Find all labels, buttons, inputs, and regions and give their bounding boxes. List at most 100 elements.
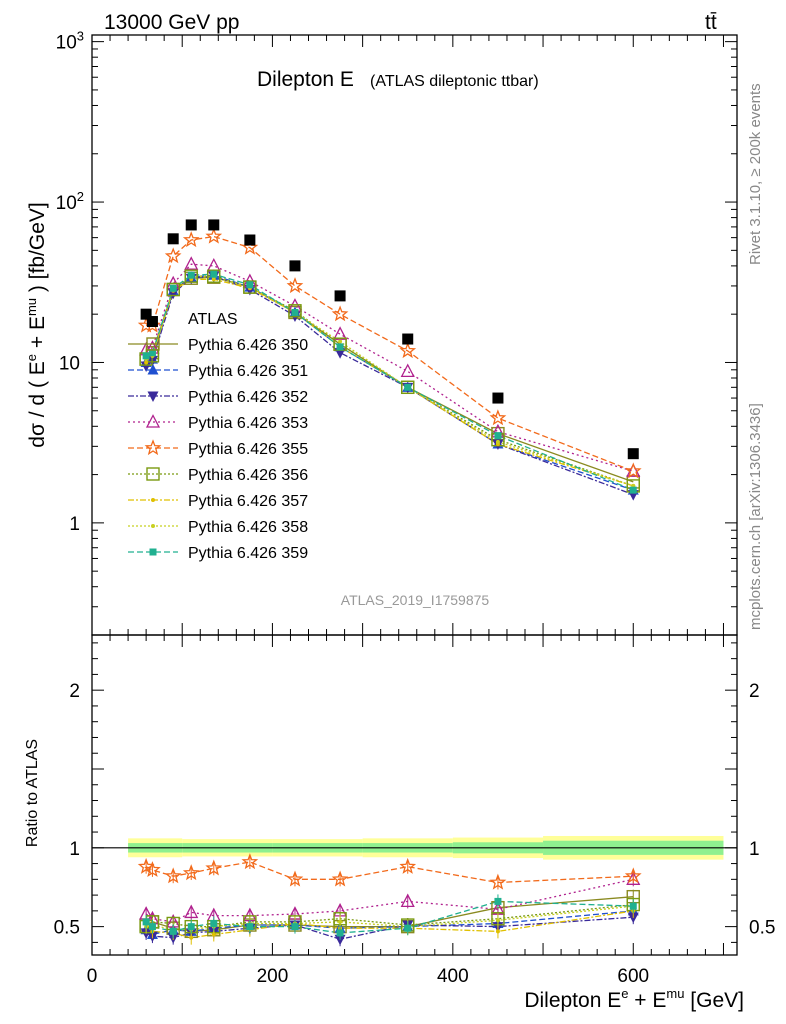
- ratio-point-p358: [495, 918, 500, 923]
- legend-label-p350: Pythia 6.426 350: [188, 337, 308, 354]
- ratio-point-p355: [144, 861, 161, 877]
- series-line-p353: [145, 263, 634, 472]
- point-p355: [624, 462, 642, 479]
- ratio-point-p359: [246, 923, 254, 931]
- legend-label-p358: Pythia 6.426 358: [188, 519, 308, 536]
- ratio-point-p355: [182, 864, 200, 881]
- y-axis-label-part: ) [fb/GeV]: [26, 202, 49, 298]
- x-axis-label-part: Dilepton E: [524, 989, 621, 1012]
- legend-label-p359: Pythia 6.426 359: [188, 545, 308, 562]
- data-point: [185, 219, 197, 231]
- x-axis-label-part: + E: [628, 989, 666, 1012]
- ratio-y-axis-label: Ratio to ATLAS: [24, 739, 41, 847]
- ratio-point-p359: [210, 919, 218, 927]
- y-axis-label-sup: mu: [24, 298, 39, 316]
- ratio-point-p353: [400, 893, 415, 908]
- ratio-y-tick-label-right: 2: [749, 681, 760, 702]
- point-p356: [288, 304, 302, 318]
- ratio-point-p352: [334, 934, 346, 946]
- ratio-point-p357: [495, 929, 500, 934]
- ratio-y-tick-label: 2: [69, 681, 80, 702]
- point-p359: [187, 271, 195, 279]
- ratio-line-p351: [145, 910, 634, 936]
- ratio-point-p359: [291, 923, 299, 931]
- point-p356: [207, 269, 221, 283]
- data-point: [492, 392, 504, 404]
- point-p356: [184, 269, 198, 283]
- point-p355: [399, 342, 417, 359]
- legend-marker-p355: [144, 439, 162, 456]
- energy-label: 13000 GeV pp: [104, 11, 239, 34]
- ratio-line-p355: [145, 861, 634, 884]
- legend-data-label: ATLAS: [188, 311, 238, 328]
- legend-label-p352: Pythia 6.426 352: [188, 389, 308, 406]
- point-p359: [291, 308, 299, 316]
- x-tick-label: 600: [617, 966, 649, 987]
- ratio-point-p355: [164, 867, 182, 884]
- ratio-point-p357: [189, 935, 194, 940]
- y-tick-base: 10: [56, 33, 77, 54]
- data-point: [402, 333, 414, 345]
- y-axis-label-sup: e: [24, 354, 39, 361]
- point-p359: [148, 349, 156, 357]
- ratio-y-tick-label: 1: [69, 839, 80, 860]
- ratio-point-p352: [627, 912, 639, 924]
- ratio-point-p355: [286, 870, 304, 887]
- ratio-point-p358: [338, 919, 343, 924]
- legend-marker-p352: [147, 391, 159, 402]
- point-p356: [243, 280, 257, 294]
- point-p355: [164, 247, 182, 264]
- point-p358: [338, 339, 343, 344]
- point-p359: [404, 383, 412, 391]
- ratio-point-p359: [187, 923, 195, 931]
- ratio-point-p355: [205, 859, 223, 876]
- legend-label-p357: Pythia 6.426 357: [188, 493, 308, 510]
- legend-marker-p358: [151, 524, 155, 528]
- point-p359: [169, 284, 177, 292]
- markers: [137, 219, 642, 947]
- data-point: [146, 316, 158, 328]
- y-tick-base: 1: [69, 514, 80, 535]
- point-p356: [166, 282, 180, 297]
- ratio-y-tick-label-right: 1: [749, 839, 760, 860]
- point-p359: [246, 281, 254, 289]
- x-axis-label: Dilepton Ee + Emu [GeV]: [524, 986, 744, 1012]
- x-tick-label: 400: [437, 966, 469, 987]
- ratio-point-p355: [241, 853, 259, 870]
- point-p355: [331, 305, 349, 322]
- legend-label-p356: Pythia 6.426 356: [188, 467, 308, 484]
- y-tick-label: 102: [56, 189, 84, 214]
- point-p356: [401, 380, 415, 395]
- legend-label-p353: Pythia 6.426 353: [188, 415, 308, 432]
- series-line-p355: [146, 235, 634, 472]
- ratio-y-tick-label: 0.5: [54, 918, 80, 939]
- y-tick-label: 103: [56, 29, 84, 54]
- ratio-point-p352: [140, 928, 152, 939]
- legend-marker-p351: [147, 364, 159, 375]
- data-point: [627, 448, 639, 460]
- ratio-y-tick-label-right: 0.5: [749, 918, 775, 939]
- ratio-frame: [91, 634, 738, 956]
- point-p355: [489, 409, 507, 426]
- point-p359: [142, 352, 150, 360]
- data-point: [334, 290, 346, 302]
- data-point: [140, 308, 152, 320]
- point-p359: [629, 486, 637, 494]
- ratio-point-p359: [404, 924, 412, 932]
- ratio-point-p357: [211, 932, 216, 937]
- ratio-point-p353: [184, 904, 199, 919]
- legend-label-p355: Pythia 6.426 355: [188, 441, 308, 458]
- data-point: [167, 233, 179, 245]
- legend-marker-p359: [149, 548, 157, 556]
- series-line-p358: [145, 275, 634, 487]
- y-axis-label: dσ / d ( Ee + Emu ) [fb/GeV]: [24, 202, 49, 447]
- x-axis-label-sup: e: [621, 986, 628, 1001]
- rivet-label: Rivet 3.1.10, ≥ 200k events: [747, 83, 764, 265]
- x-axis-label-sup: mu: [666, 986, 684, 1001]
- y-axis-label-part: dσ / d ( E: [26, 361, 49, 448]
- legend-marker-p353: [145, 414, 161, 428]
- ratio-line-p359: [145, 900, 634, 934]
- ratio-point-p355: [489, 873, 507, 890]
- ratio-point-p359: [336, 929, 344, 937]
